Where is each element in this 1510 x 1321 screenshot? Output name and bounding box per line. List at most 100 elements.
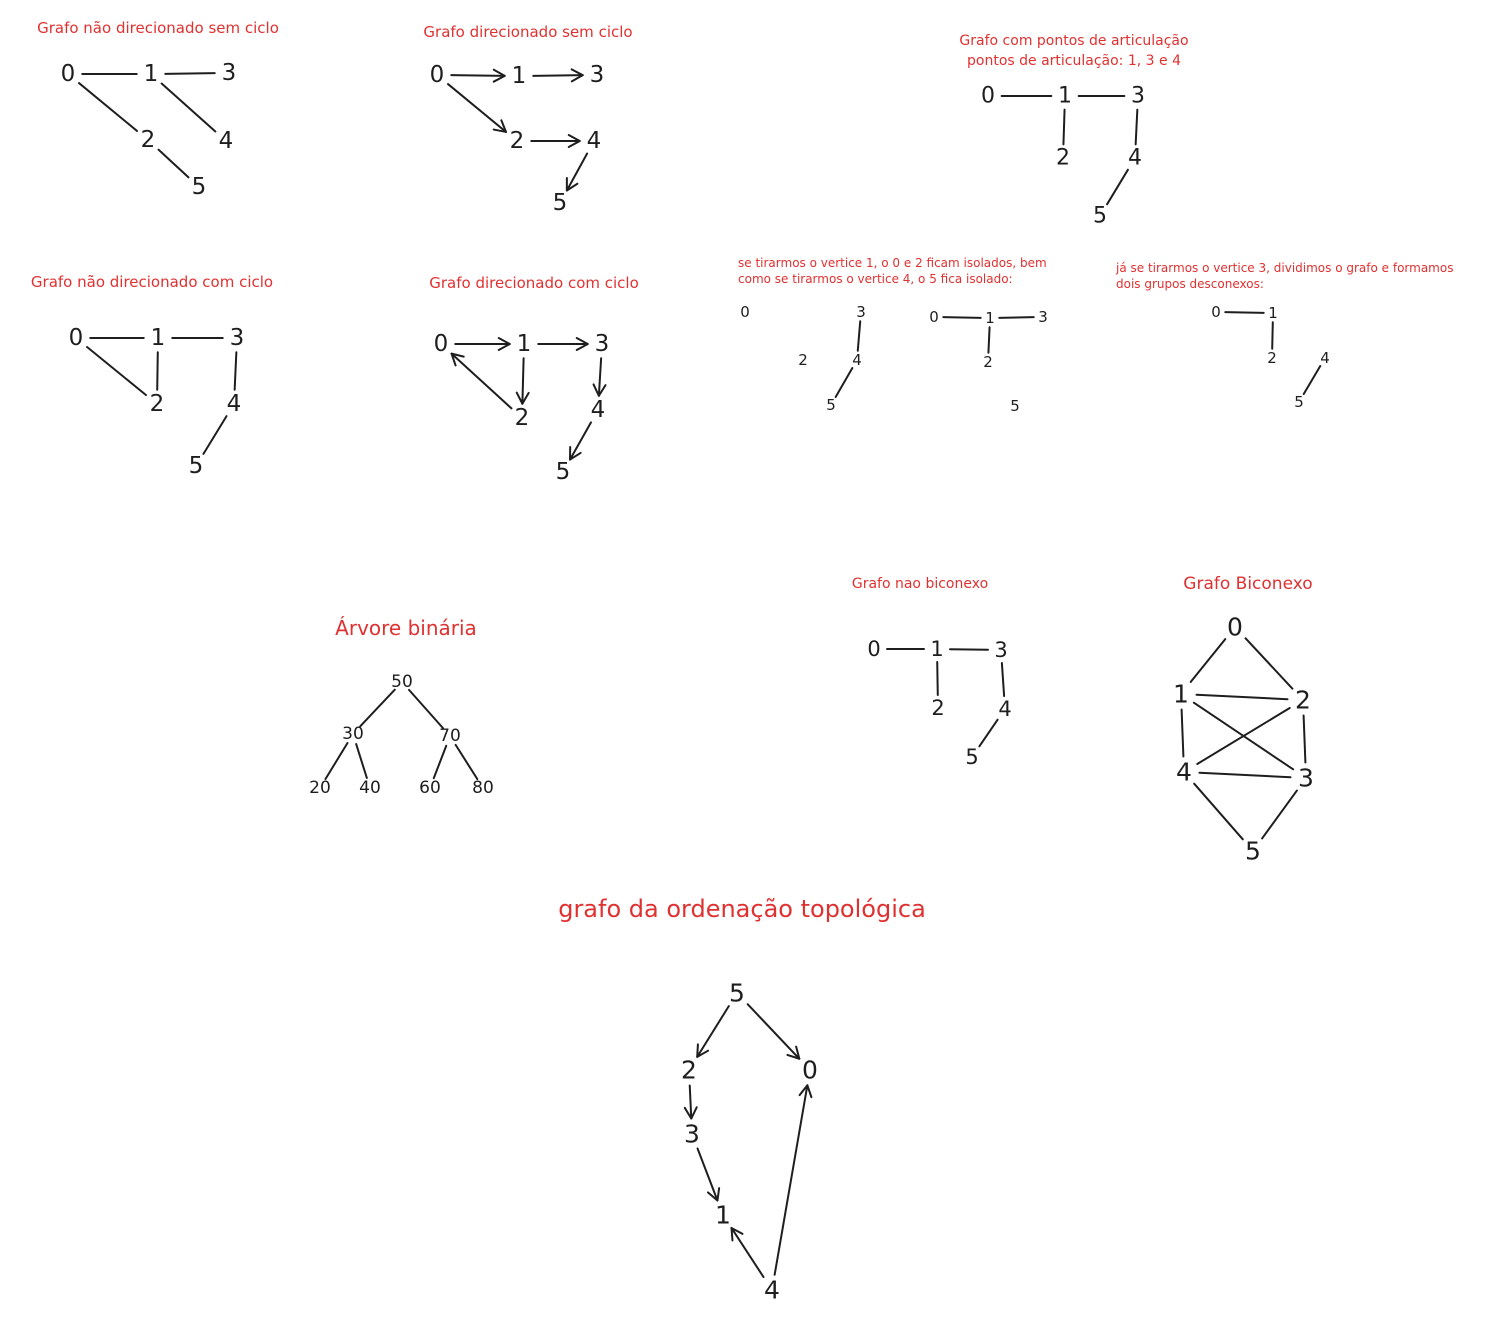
arrow-head xyxy=(567,134,581,148)
arrow-head xyxy=(492,68,506,83)
graph-node: 0 xyxy=(434,331,449,357)
graph-node: 5 xyxy=(189,453,204,479)
graph-edge xyxy=(450,74,506,77)
arrow-head xyxy=(569,446,582,461)
graph-node: 1 xyxy=(1268,304,1278,322)
graph-node: 1 xyxy=(1058,84,1072,109)
graph-node: 0 xyxy=(61,61,76,87)
graph-node: 5 xyxy=(553,190,568,216)
graph-node: 1 xyxy=(1173,680,1189,709)
graph-node: 5 xyxy=(556,459,571,485)
graph-edge xyxy=(569,421,592,461)
diagram-g4: Grafo não direcionado com ciclo 0 1 2 3 4 5 xyxy=(31,273,273,479)
graph-node: 0 xyxy=(929,308,939,326)
graph-edge xyxy=(157,148,190,179)
graph-edge xyxy=(949,648,989,651)
graph-edge xyxy=(408,688,444,730)
graph-node: 30 xyxy=(342,724,364,744)
diagram-title: Grafo não direcionado sem ciclo xyxy=(37,19,279,37)
graph-node: 1 xyxy=(151,325,166,351)
graph-node: 60 xyxy=(419,778,441,798)
diagram-g7: já se tirarmos o vertice 3, dividimos o … xyxy=(1115,261,1453,411)
graph-edge xyxy=(1195,693,1289,701)
graph-node: 1 xyxy=(715,1201,731,1230)
graph-edge xyxy=(446,83,508,133)
arrow-head xyxy=(730,1226,744,1242)
graph-edge xyxy=(355,743,368,779)
graph-edge xyxy=(998,316,1035,319)
diagram-g1: Grafo não direcionado sem ciclo 0 1 2 3 45 xyxy=(37,19,279,200)
graph-edge xyxy=(730,1226,765,1279)
graph-node: 4 xyxy=(219,128,234,154)
graph-node: 4 xyxy=(587,128,602,154)
graph-edge xyxy=(164,72,216,75)
graph-edge xyxy=(233,351,238,391)
arrow-head xyxy=(497,337,511,351)
graph-edge xyxy=(688,1084,693,1120)
graph-node: 3 xyxy=(595,331,610,357)
graph-edge xyxy=(1180,708,1185,758)
graph-edge xyxy=(834,367,854,398)
graph-node: 5 xyxy=(826,396,836,414)
diagram-title: Grafo com pontos de articulação xyxy=(959,33,1188,49)
graph-node: 5 xyxy=(965,745,978,769)
graph-node: 4 xyxy=(1176,758,1192,787)
arrow-head xyxy=(592,383,607,397)
diagram-title: Grafo não direcionado com ciclo xyxy=(31,273,273,291)
graph-node: 5 xyxy=(729,979,745,1008)
graph-node: 2 xyxy=(983,353,993,371)
graph-node: 50 xyxy=(391,672,413,692)
graph-node: 5 xyxy=(1010,397,1020,415)
graph-edge xyxy=(1134,108,1139,146)
diagram-topo: grafo da ordenação topológica 5 2 0 3 1 4 xyxy=(558,895,926,1305)
graph-edge xyxy=(1302,714,1307,764)
graph-edge xyxy=(1302,365,1322,395)
graph-edge xyxy=(773,1084,809,1276)
diagram-g2: Grafo direcionado sem ciclo 0 1 2 3 4 5 xyxy=(423,23,632,216)
graph-edge xyxy=(521,357,525,405)
graph-edge xyxy=(565,152,589,192)
graph-edge xyxy=(324,741,349,781)
graph-node: 2 xyxy=(141,127,156,153)
diagram-title: Árvore binária xyxy=(335,616,477,640)
arrow-head xyxy=(450,352,465,367)
diagram-title: Grafo direcionado com ciclo xyxy=(429,274,639,292)
diagram-g8: Grafo nao biconexo 0 1 2 3 45 xyxy=(852,576,1012,769)
graph-node: 3 xyxy=(1298,764,1314,793)
arrow-head xyxy=(492,119,508,133)
graph-edge xyxy=(532,74,584,77)
graph-node: 3 xyxy=(684,1120,700,1149)
graph-node: 2 xyxy=(515,405,530,431)
graph-edge xyxy=(1271,321,1274,350)
diagram-title: como se tirarmos o vertice 4, o 5 fica i… xyxy=(738,272,1013,286)
diagram-g9: Grafo Biconexo 0 1 2 3 4 5 xyxy=(1173,574,1314,866)
diagram-tree: Árvore binária 50 30 70 20 40 60 80 xyxy=(309,616,494,798)
graph-node: 5 xyxy=(1294,393,1304,411)
graph-node: 4 xyxy=(764,1276,780,1305)
graph-node: 0 xyxy=(430,62,445,88)
graph-edge xyxy=(1106,168,1129,206)
graph-node: 1 xyxy=(517,331,532,357)
graph-node: 2 xyxy=(510,128,525,154)
arrow-head xyxy=(683,1106,698,1120)
graph-edge xyxy=(1224,311,1265,314)
graph-edge xyxy=(987,326,991,354)
arrow-head xyxy=(786,1045,801,1060)
graph-node: 4 xyxy=(1320,349,1330,367)
graph-edge xyxy=(1193,782,1244,841)
diagram-g3: Grafo com pontos de articulação pontos de… xyxy=(959,33,1188,229)
graph-edge xyxy=(202,415,228,455)
diagram-title: já se tirarmos o vertice 3, dividimos o … xyxy=(1115,261,1453,275)
graph-node: 2 xyxy=(681,1056,697,1085)
graph-edge xyxy=(746,1003,801,1060)
graph-node: 5 xyxy=(1245,837,1261,866)
graph-node: 0 xyxy=(867,637,880,661)
diagram-title: Grafo nao biconexo xyxy=(852,576,988,592)
arrow-head xyxy=(696,1043,710,1058)
graph-node: 0 xyxy=(1227,613,1243,642)
graph-edge xyxy=(696,1005,730,1058)
graph-edge xyxy=(1062,108,1066,146)
diagram-title: se tirarmos o vertice 1, o 0 e 2 ficam i… xyxy=(738,256,1047,270)
graph-edge xyxy=(597,357,603,397)
graph-edge xyxy=(978,718,999,748)
